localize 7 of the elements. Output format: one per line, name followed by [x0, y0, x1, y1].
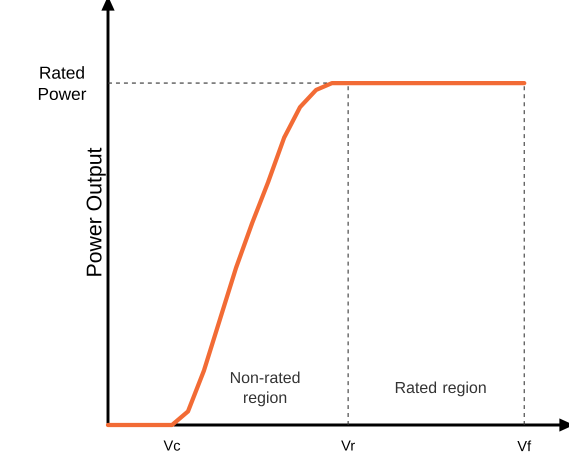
annotation: Rated region	[396, 381, 486, 396]
y-axis-title: Power Output	[86, 148, 106, 276]
x-tick-label: Vr	[341, 440, 355, 451]
x-tick-label: Vf	[517, 440, 532, 452]
x-tick-label: Vc	[164, 440, 180, 451]
annotation: Non-rated region	[230, 371, 300, 406]
ref-line-label: Rated Power	[38, 66, 86, 100]
